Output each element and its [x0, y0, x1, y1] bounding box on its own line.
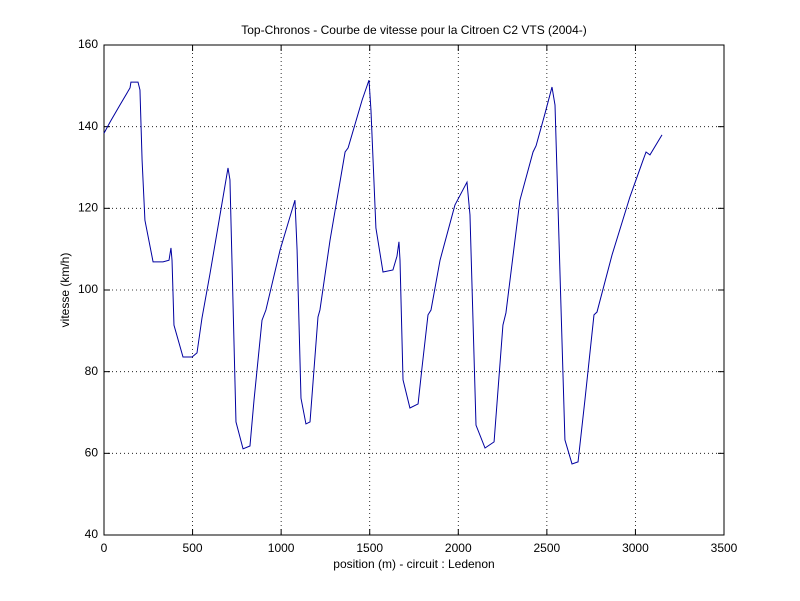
chart-title: Top-Chronos - Courbe de vitesse pour la … [241, 23, 587, 37]
y-tick-label: 120 [78, 201, 98, 215]
x-tick-label: 3500 [711, 541, 738, 555]
x-tick-label: 1500 [356, 541, 383, 555]
x-tick-label: 2000 [445, 541, 472, 555]
y-tick-label: 100 [78, 282, 98, 296]
x-tick-label: 2500 [534, 541, 561, 555]
x-tick-label: 1000 [268, 541, 295, 555]
y-tick-label: 80 [85, 364, 99, 378]
x-axis-label: position (m) - circuit : Ledenon [333, 557, 494, 571]
x-tick-label: 3000 [622, 541, 649, 555]
y-tick-label: 60 [85, 446, 99, 460]
x-tick-label: 500 [183, 541, 203, 555]
y-tick-label: 40 [85, 527, 99, 541]
data-line [103, 79, 663, 465]
x-tick-label: 0 [101, 541, 108, 555]
y-tick-label: 140 [78, 119, 98, 133]
y-axis-label: vitesse (km/h) [58, 253, 72, 328]
plot-frame [103, 44, 725, 536]
y-tick-label: 160 [78, 37, 98, 51]
